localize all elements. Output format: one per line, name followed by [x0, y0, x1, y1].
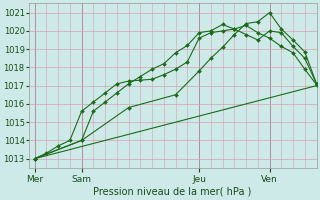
X-axis label: Pression niveau de la mer( hPa ): Pression niveau de la mer( hPa ) [93, 187, 252, 197]
